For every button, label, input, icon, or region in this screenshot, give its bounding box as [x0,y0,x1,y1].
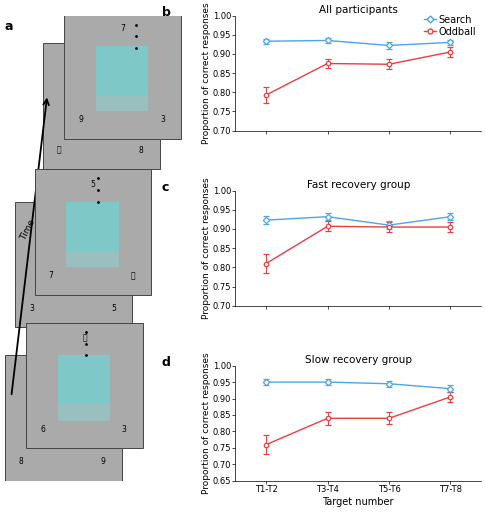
Text: 9: 9 [101,458,105,466]
Text: c: c [162,181,169,194]
Bar [26,323,143,448]
Title: Fast recovery group: Fast recovery group [307,180,410,190]
Text: Time: Time [18,218,37,241]
Text: 5: 5 [111,304,116,313]
Text: 라: 라 [57,146,62,155]
Y-axis label: Proportion of correct responses: Proportion of correct responses [202,177,211,319]
Text: 6: 6 [71,212,76,221]
Text: 8: 8 [139,146,143,155]
Text: b: b [162,6,171,19]
Text: 2: 2 [99,54,104,63]
Y-axis label: Proportion of correct responses: Proportion of correct responses [202,2,211,144]
Bar [58,355,110,421]
Bar [43,43,160,169]
Bar [96,46,148,111]
Text: 9: 9 [78,115,83,125]
X-axis label: Target number: Target number [323,497,394,507]
Text: a: a [5,20,13,33]
Text: 7: 7 [49,271,53,280]
Legend: Search, Oddball: Search, Oddball [424,14,476,37]
Bar [66,251,119,267]
Text: 3: 3 [30,304,35,313]
Bar [58,404,110,421]
Text: 나: 나 [82,333,87,342]
Y-axis label: Proportion of correct responses: Proportion of correct responses [202,353,211,494]
Text: d: d [162,356,171,370]
Bar [5,355,122,481]
Bar [35,169,151,295]
Bar [96,95,148,111]
Text: 3: 3 [61,366,66,375]
Title: All participants: All participants [319,5,398,14]
Text: 7: 7 [120,24,125,33]
Text: 6: 6 [40,425,45,434]
Bar [66,202,119,267]
Text: 3: 3 [122,425,127,434]
Bar [16,202,132,327]
Text: 3: 3 [160,115,165,125]
Bar [64,13,181,139]
Text: 8: 8 [19,458,24,466]
Text: 5: 5 [90,179,95,189]
Title: Slow recovery group: Slow recovery group [305,355,412,365]
Text: 가: 가 [130,271,135,280]
